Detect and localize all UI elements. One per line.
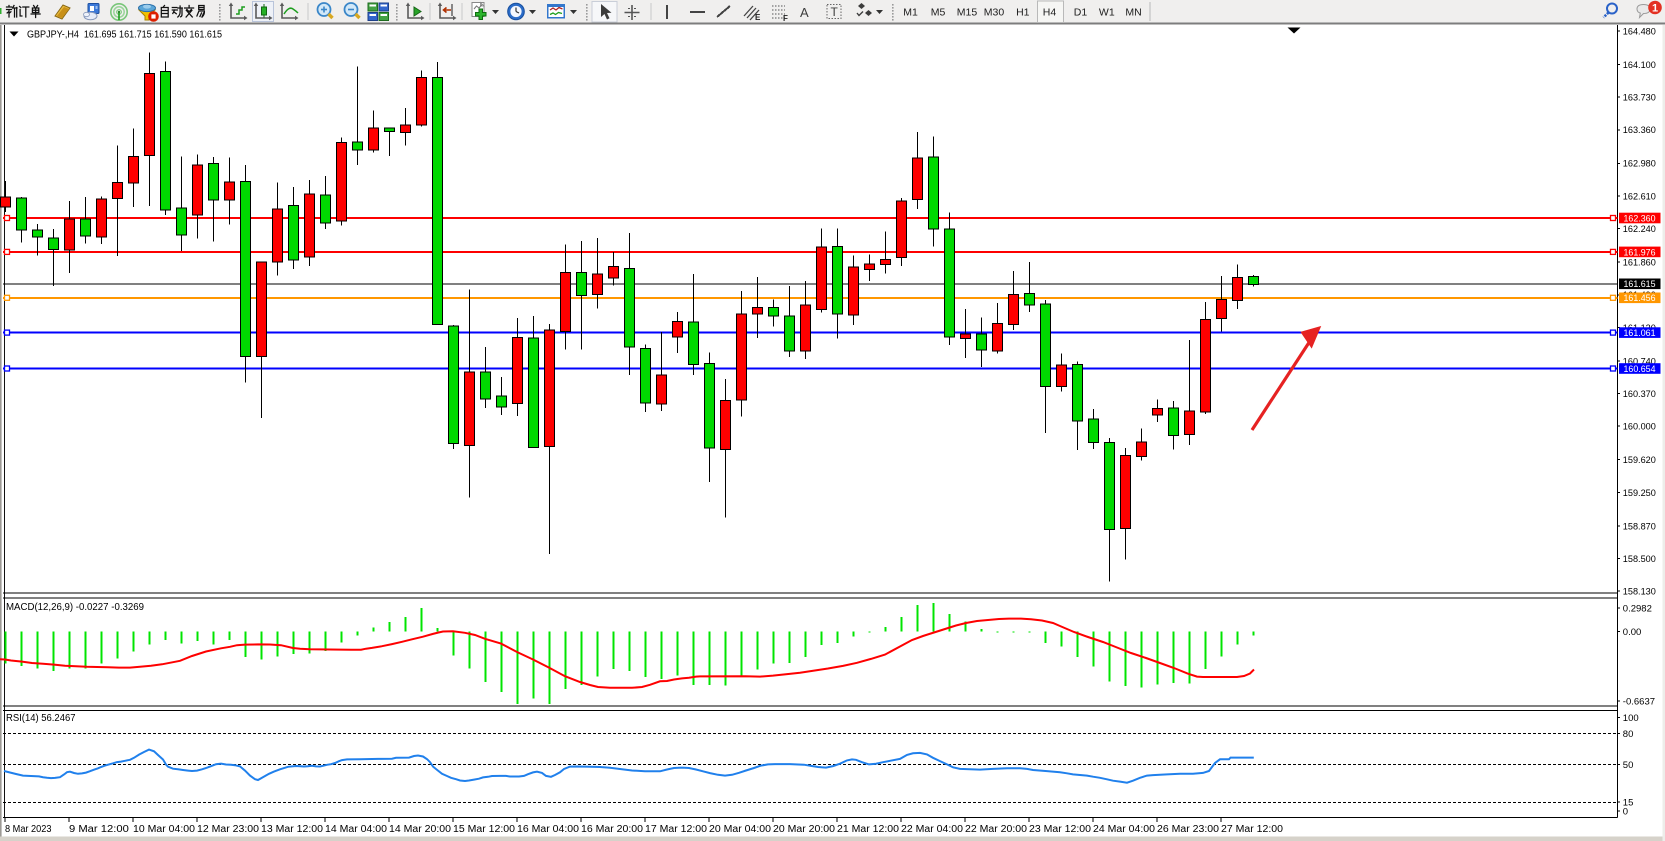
svg-text:161.456: 161.456 <box>1624 293 1656 304</box>
svg-text:GBPJPY-,H4 161.695 161.715 16: GBPJPY-,H4 161.695 161.715 161.590 161.6… <box>27 30 223 41</box>
svg-text:0: 0 <box>1623 806 1628 817</box>
svg-text:15: 15 <box>1623 797 1634 808</box>
svg-text:160.370: 160.370 <box>1623 389 1656 400</box>
svg-text:162.610: 162.610 <box>1623 191 1656 202</box>
svg-text:163.730: 163.730 <box>1623 93 1656 104</box>
svg-text:MACD(12,26,9) -0.0227 -0.3269: MACD(12,26,9) -0.0227 -0.3269 <box>6 602 144 613</box>
svg-text:8 Mar 2023: 8 Mar 2023 <box>5 824 52 835</box>
svg-text:20 Mar 20:00: 20 Mar 20:00 <box>773 824 836 835</box>
svg-text:W1: W1 <box>1099 7 1115 19</box>
svg-text:21 Mar 12:00: 21 Mar 12:00 <box>837 824 900 835</box>
svg-text:24 Mar 04:00: 24 Mar 04:00 <box>1093 824 1156 835</box>
svg-text:16 Mar 04:00: 16 Mar 04:00 <box>517 824 580 835</box>
svg-text:158.500: 158.500 <box>1623 554 1656 565</box>
svg-text:15 Mar 12:00: 15 Mar 12:00 <box>453 824 516 835</box>
svg-text:100: 100 <box>1623 713 1639 724</box>
svg-text:10 Mar 04:00: 10 Mar 04:00 <box>133 824 196 835</box>
svg-text:14 Mar 20:00: 14 Mar 20:00 <box>389 824 452 835</box>
svg-text:163.360: 163.360 <box>1623 125 1656 136</box>
svg-text:22 Mar 04:00: 22 Mar 04:00 <box>901 824 964 835</box>
svg-text:12 Mar 23:00: 12 Mar 23:00 <box>197 824 260 835</box>
svg-text:158.130: 158.130 <box>1623 587 1656 598</box>
svg-text:MN: MN <box>1125 7 1141 19</box>
svg-text:13 Mar 12:00: 13 Mar 12:00 <box>261 824 324 835</box>
svg-text:H1: H1 <box>1016 7 1030 19</box>
svg-text:159.620: 159.620 <box>1623 455 1656 466</box>
svg-text:0.00: 0.00 <box>1623 627 1642 638</box>
svg-text:1: 1 <box>1652 3 1658 15</box>
svg-text:H4: H4 <box>1043 7 1057 19</box>
svg-text:162.360: 162.360 <box>1624 213 1656 224</box>
svg-text:162.240: 162.240 <box>1623 224 1656 235</box>
svg-text:160.000: 160.000 <box>1623 422 1656 433</box>
svg-text:A: A <box>800 5 809 20</box>
svg-text:20 Mar 04:00: 20 Mar 04:00 <box>709 824 772 835</box>
svg-text:80: 80 <box>1623 729 1634 740</box>
svg-text:161.860: 161.860 <box>1623 258 1656 269</box>
svg-text:0.2982: 0.2982 <box>1623 603 1652 614</box>
svg-text:17 Mar 12:00: 17 Mar 12:00 <box>645 824 708 835</box>
svg-text:164.480: 164.480 <box>1623 26 1656 37</box>
svg-text:160.654: 160.654 <box>1624 364 1656 375</box>
svg-text:D1: D1 <box>1074 7 1088 19</box>
svg-text:9 Mar 12:00: 9 Mar 12:00 <box>69 824 129 835</box>
svg-text:160.740: 160.740 <box>1623 356 1656 367</box>
svg-text:159.250: 159.250 <box>1623 488 1656 499</box>
svg-text:T: T <box>831 5 839 19</box>
svg-text:50: 50 <box>1623 760 1634 771</box>
svg-text:158.870: 158.870 <box>1623 521 1656 532</box>
svg-text:162.980: 162.980 <box>1623 159 1656 170</box>
svg-text:M5: M5 <box>931 7 946 19</box>
svg-text:16 Mar 20:00: 16 Mar 20:00 <box>581 824 644 835</box>
svg-text:161.615: 161.615 <box>1624 279 1656 290</box>
svg-text:164.100: 164.100 <box>1623 60 1656 71</box>
svg-text:26 Mar 23:00: 26 Mar 23:00 <box>1157 824 1220 835</box>
svg-text:M30: M30 <box>984 7 1005 19</box>
svg-text:F: F <box>783 14 788 23</box>
svg-text:M1: M1 <box>903 7 918 19</box>
svg-text:M15: M15 <box>957 7 978 19</box>
svg-text:22 Mar 20:00: 22 Mar 20:00 <box>965 824 1028 835</box>
svg-text:RSI(14) 56.2467: RSI(14) 56.2467 <box>6 713 76 724</box>
svg-text:27 Mar 12:00: 27 Mar 12:00 <box>1221 824 1284 835</box>
svg-text:161.061: 161.061 <box>1624 328 1656 339</box>
svg-text:-0.6637: -0.6637 <box>1623 696 1655 707</box>
svg-text:E: E <box>755 13 761 22</box>
svg-text:23 Mar 12:00: 23 Mar 12:00 <box>1029 824 1092 835</box>
svg-text:14 Mar 04:00: 14 Mar 04:00 <box>325 824 388 835</box>
svg-text:161.976: 161.976 <box>1624 247 1656 258</box>
